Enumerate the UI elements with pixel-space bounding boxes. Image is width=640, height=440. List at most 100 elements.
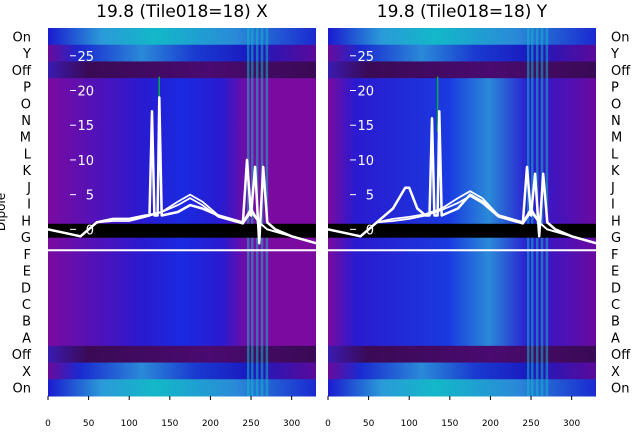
x-tick-label: 150 — [161, 419, 178, 429]
row-label: On — [13, 30, 31, 45]
row-label: G — [611, 231, 621, 246]
heat-row — [328, 28, 596, 46]
row-label: C — [22, 298, 31, 313]
x-tick-label: 0 — [45, 419, 51, 429]
row-label: M — [611, 131, 622, 146]
row-label: C — [611, 298, 620, 313]
row-label: X — [22, 365, 31, 380]
x-tick-label: 300 — [563, 419, 580, 429]
row-label: N — [21, 114, 31, 129]
row-label: H — [21, 214, 31, 229]
row-label: A — [611, 331, 620, 346]
heat-row — [328, 312, 596, 330]
row-label: I — [611, 198, 615, 213]
row-label: P — [23, 81, 31, 96]
row-label: J — [610, 181, 615, 196]
row-label: E — [23, 265, 31, 280]
row-label: K — [22, 164, 31, 179]
y-axis-label: Dipole — [0, 193, 8, 231]
heat-row — [48, 345, 316, 364]
row-label: Off — [12, 348, 32, 363]
heat-row — [48, 312, 316, 330]
heat-row — [328, 245, 596, 263]
row-label: H — [611, 214, 621, 229]
row-label: K — [611, 164, 620, 179]
heat-row — [328, 345, 596, 364]
heat-row — [328, 362, 596, 380]
row-label: F — [611, 248, 618, 263]
row-label: G — [21, 231, 31, 246]
row-label: M — [20, 131, 31, 146]
y-tick-label: 25 — [77, 50, 94, 65]
y-tick-label: 10 — [357, 154, 374, 169]
row-label: B — [22, 315, 31, 330]
x-tick-label: 100 — [401, 419, 418, 429]
row-label: O — [611, 97, 621, 112]
x-tick-label: 250 — [522, 419, 539, 429]
x-tick-label: 50 — [363, 419, 375, 429]
row-label: X — [611, 365, 620, 380]
row-label: F — [24, 248, 31, 263]
y-tick-label: 20 — [357, 84, 374, 99]
trace-line — [327, 195, 597, 245]
y-tick-label: 15 — [77, 119, 94, 134]
row-label: L — [611, 147, 619, 162]
y-tick-label: 25 — [357, 50, 374, 65]
x-tick-label: 300 — [283, 419, 300, 429]
chart-title: 19.8 (Tile018=18) Y — [377, 2, 548, 22]
row-label: On — [611, 30, 629, 45]
row-label: On — [611, 382, 629, 397]
row-label: B — [611, 315, 620, 330]
row-label: N — [611, 114, 621, 129]
x-tick-label: 50 — [83, 419, 95, 429]
heat-row — [328, 262, 596, 280]
x-tick-label: 100 — [121, 419, 138, 429]
x-tick-label: 150 — [441, 419, 458, 429]
y-tick-label: 5 — [86, 189, 94, 204]
row-label: Y — [22, 47, 31, 62]
row-label: D — [21, 281, 31, 296]
heat-row — [48, 262, 316, 280]
y-tick-label: 5 — [366, 189, 374, 204]
row-label: Y — [610, 47, 619, 62]
row-label: Off — [12, 64, 32, 79]
heat-stripe — [540, 28, 544, 396]
heat-row — [328, 329, 596, 347]
y-tick-label: 10 — [77, 154, 94, 169]
chart-title: 19.8 (Tile018=18) X — [96, 2, 268, 22]
trace-line — [47, 197, 317, 245]
x-tick-label: 200 — [482, 419, 499, 429]
row-label: Off — [611, 64, 631, 79]
heat-row — [328, 379, 596, 397]
black-band — [48, 223, 316, 238]
heat-row — [48, 295, 316, 313]
x-tick-label: 0 — [325, 419, 331, 429]
heat-row — [328, 295, 596, 313]
row-label: Off — [611, 348, 631, 363]
heat-row — [48, 245, 316, 263]
heat-row — [48, 278, 316, 297]
y-tick-label: 20 — [77, 84, 94, 99]
row-label: E — [611, 265, 619, 280]
row-label: L — [24, 147, 32, 162]
heat-row — [48, 329, 316, 347]
y-tick-label: 0 — [86, 223, 94, 238]
y-tick-label: 0 — [366, 223, 374, 238]
black-band — [328, 223, 596, 238]
x-tick-label: 200 — [202, 419, 219, 429]
x-tick-label: 250 — [242, 419, 259, 429]
heat-row — [48, 362, 316, 380]
heat-row — [48, 28, 316, 46]
row-label: On — [13, 382, 31, 397]
row-label: A — [22, 331, 31, 346]
row-label: J — [26, 181, 31, 196]
row-label: O — [21, 97, 31, 112]
heat-row — [328, 278, 596, 297]
row-label: D — [611, 281, 621, 296]
y-tick-label: 15 — [357, 119, 374, 134]
row-label: I — [27, 198, 31, 213]
heat-row — [48, 379, 316, 397]
